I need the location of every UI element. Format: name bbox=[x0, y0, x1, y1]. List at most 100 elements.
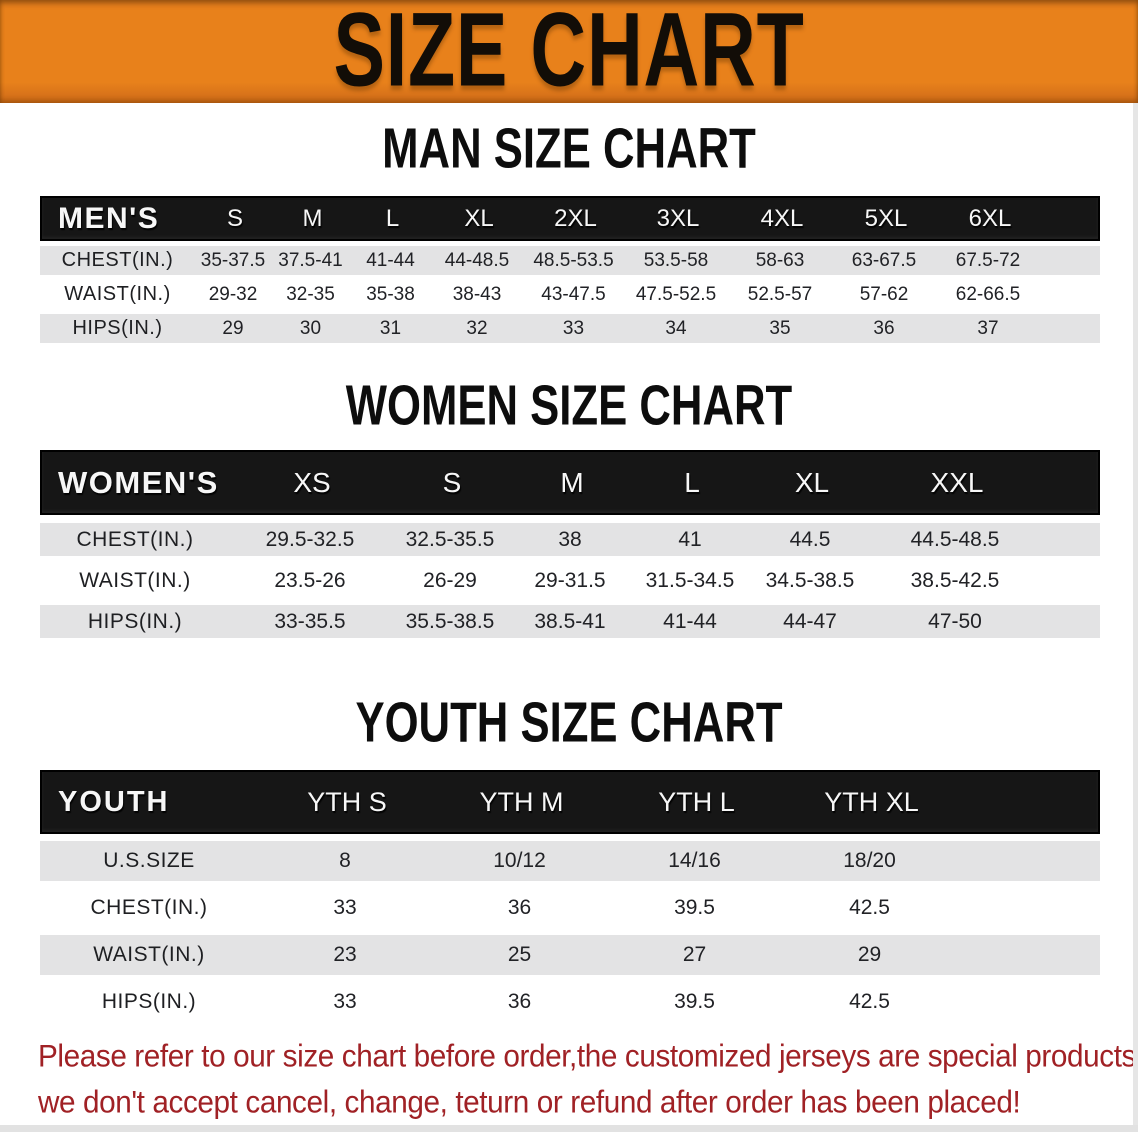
cell-value: 36 bbox=[873, 317, 895, 339]
column-header: L bbox=[385, 204, 400, 232]
column-header: M bbox=[560, 466, 584, 498]
row-label: WAIST(IN.) bbox=[93, 943, 205, 966]
cell-value: 62-66.5 bbox=[955, 283, 1021, 305]
column-header: YTH XL bbox=[824, 786, 919, 817]
cell-value: 44.5-48.5 bbox=[910, 527, 1000, 551]
row-label: HIPS(IN.) bbox=[87, 609, 183, 633]
banner-title: SIZE CHART bbox=[333, 0, 805, 109]
cell-value: 23 bbox=[333, 943, 357, 966]
cell-value: 39.5 bbox=[674, 896, 715, 919]
cell-value: 29-32 bbox=[208, 283, 258, 305]
cell-value: 44-48.5 bbox=[444, 249, 510, 271]
section-title-men: MAN SIZE CHART bbox=[382, 117, 756, 181]
row-label: WAIST(IN.) bbox=[79, 568, 191, 592]
table-row: WAIST(IN.) 23.5-26 26-29 29-31.5 31.5-34.5 34… bbox=[40, 564, 1100, 597]
image-edge-bottom bbox=[0, 1125, 1138, 1132]
row-label: WAIST(IN.) bbox=[64, 283, 171, 305]
table-header-row: MEN'S S M L XL 2XL 3XL 4XL 5XL 6XL bbox=[40, 196, 1100, 241]
cell-value: 29-31.5 bbox=[534, 568, 606, 592]
cell-value: 33 bbox=[562, 317, 585, 339]
cell-value: 35-38 bbox=[366, 283, 415, 305]
cell-value: 29 bbox=[222, 317, 244, 339]
cell-value: 35 bbox=[769, 317, 791, 339]
column-header: YTH M bbox=[479, 786, 564, 817]
column-header: S bbox=[226, 204, 243, 232]
cell-value: 8 bbox=[339, 849, 351, 872]
cell-value: 33 bbox=[333, 896, 357, 919]
cell-value: 36 bbox=[507, 990, 532, 1013]
table-header-label: YOUTH bbox=[58, 785, 170, 818]
cell-value: 18/20 bbox=[843, 849, 896, 872]
cell-value: 42.5 bbox=[849, 990, 890, 1013]
table-row: CHEST(IN.) 33 36 39.5 42.5 bbox=[40, 888, 1100, 928]
cell-value: 41-44 bbox=[366, 249, 415, 271]
cell-value: 47-50 bbox=[928, 609, 982, 633]
cell-value: 10/12 bbox=[493, 849, 546, 872]
cell-value: 25 bbox=[507, 943, 532, 966]
section-title-women: WOMEN SIZE CHART bbox=[345, 374, 793, 438]
footer-note-line-1: Please refer to our size chart before or… bbox=[38, 1039, 1138, 1074]
table-row: HIPS(IN.) 33-35.5 35.5-38.5 38.5-41 41-44 44-… bbox=[40, 605, 1100, 638]
row-label: CHEST(IN.) bbox=[76, 527, 194, 551]
cell-value: 42.5 bbox=[849, 896, 890, 919]
cell-value: 38 bbox=[558, 527, 582, 551]
cell-value: 27 bbox=[682, 943, 707, 966]
column-header: XXL bbox=[930, 466, 984, 498]
cell-value: 43-47.5 bbox=[541, 283, 606, 305]
table-header-label: WOMEN'S bbox=[58, 464, 219, 500]
cell-value: 38.5-42.5 bbox=[910, 568, 1000, 592]
table-header-label: MEN'S bbox=[58, 201, 160, 235]
cell-value: 29.5-32.5 bbox=[265, 527, 355, 551]
cell-value: 53.5-58 bbox=[643, 249, 709, 271]
row-label: CHEST(IN.) bbox=[61, 249, 174, 271]
cell-value: 44.5 bbox=[789, 527, 831, 551]
cell-value: 26-29 bbox=[423, 568, 477, 592]
cell-value: 37 bbox=[977, 317, 999, 339]
row-label: HIPS(IN.) bbox=[72, 317, 163, 339]
row-label: CHEST(IN.) bbox=[90, 896, 208, 919]
cell-value: 34 bbox=[665, 317, 687, 339]
table-row: U.S.SIZE 8 10/12 14/16 18/20 bbox=[40, 841, 1100, 881]
cell-value: 31 bbox=[379, 317, 402, 339]
image-edge-right bbox=[1133, 103, 1138, 1132]
row-label: U.S.SIZE bbox=[103, 849, 195, 872]
column-header: XL bbox=[464, 204, 494, 232]
column-header: 2XL bbox=[554, 204, 597, 232]
column-header: L bbox=[684, 466, 700, 498]
cell-value: 39.5 bbox=[674, 990, 715, 1013]
row-label: HIPS(IN.) bbox=[101, 990, 197, 1013]
cell-value: 41 bbox=[678, 527, 702, 551]
youth-size-table: YOUTH YTH S YTH M YTH L YTH XL U.S.SIZE 8 10/12… bbox=[40, 770, 1100, 1022]
cell-value: 67.5-72 bbox=[955, 249, 1021, 271]
cell-value: 36 bbox=[507, 896, 532, 919]
cell-value: 30 bbox=[299, 317, 322, 339]
cell-value: 23.5-26 bbox=[274, 568, 346, 592]
cell-value: 34.5-38.5 bbox=[765, 568, 855, 592]
column-header: 4XL bbox=[760, 204, 804, 232]
cell-value: 38.5-41 bbox=[534, 609, 606, 633]
cell-value: 57-62 bbox=[859, 283, 909, 305]
cell-value: 32-35 bbox=[286, 283, 335, 305]
table-row: HIPS(IN.) 33 36 39.5 42.5 bbox=[40, 982, 1100, 1022]
column-header: XL bbox=[794, 466, 830, 498]
cell-value: 35-37.5 bbox=[200, 249, 266, 271]
cell-value: 31.5-34.5 bbox=[645, 568, 735, 592]
cell-value: 58-63 bbox=[755, 249, 805, 271]
table-row: CHEST(IN.) 29.5-32.5 32.5-35.5 38 41 44.5 44.5… bbox=[40, 523, 1100, 556]
column-header: S bbox=[442, 466, 462, 498]
banner: SIZE CHART bbox=[0, 0, 1138, 103]
table-row: HIPS(IN.) 29 30 31 32 33 34 35 36 37 bbox=[40, 314, 1100, 343]
cell-value: 52.5-57 bbox=[747, 283, 813, 305]
column-header: 3XL bbox=[656, 204, 700, 232]
cell-value: 33 bbox=[333, 990, 357, 1013]
cell-value: 32.5-35.5 bbox=[405, 527, 495, 551]
column-header: YTH L bbox=[658, 786, 735, 817]
cell-value: 29 bbox=[857, 943, 882, 966]
column-header: 6XL bbox=[968, 204, 1012, 232]
cell-value: 37.5-41 bbox=[278, 249, 343, 271]
table-row: WAIST(IN.) 29-32 32-35 35-38 38-43 43-47.5 47.… bbox=[40, 280, 1100, 309]
column-header: M bbox=[302, 204, 323, 232]
table-header-row: YOUTH YTH S YTH M YTH L YTH XL bbox=[40, 770, 1100, 834]
men-size-table: MEN'S S M L XL 2XL 3XL 4XL 5XL 6XL CHEST(IN.) 35-37… bbox=[40, 196, 1100, 343]
